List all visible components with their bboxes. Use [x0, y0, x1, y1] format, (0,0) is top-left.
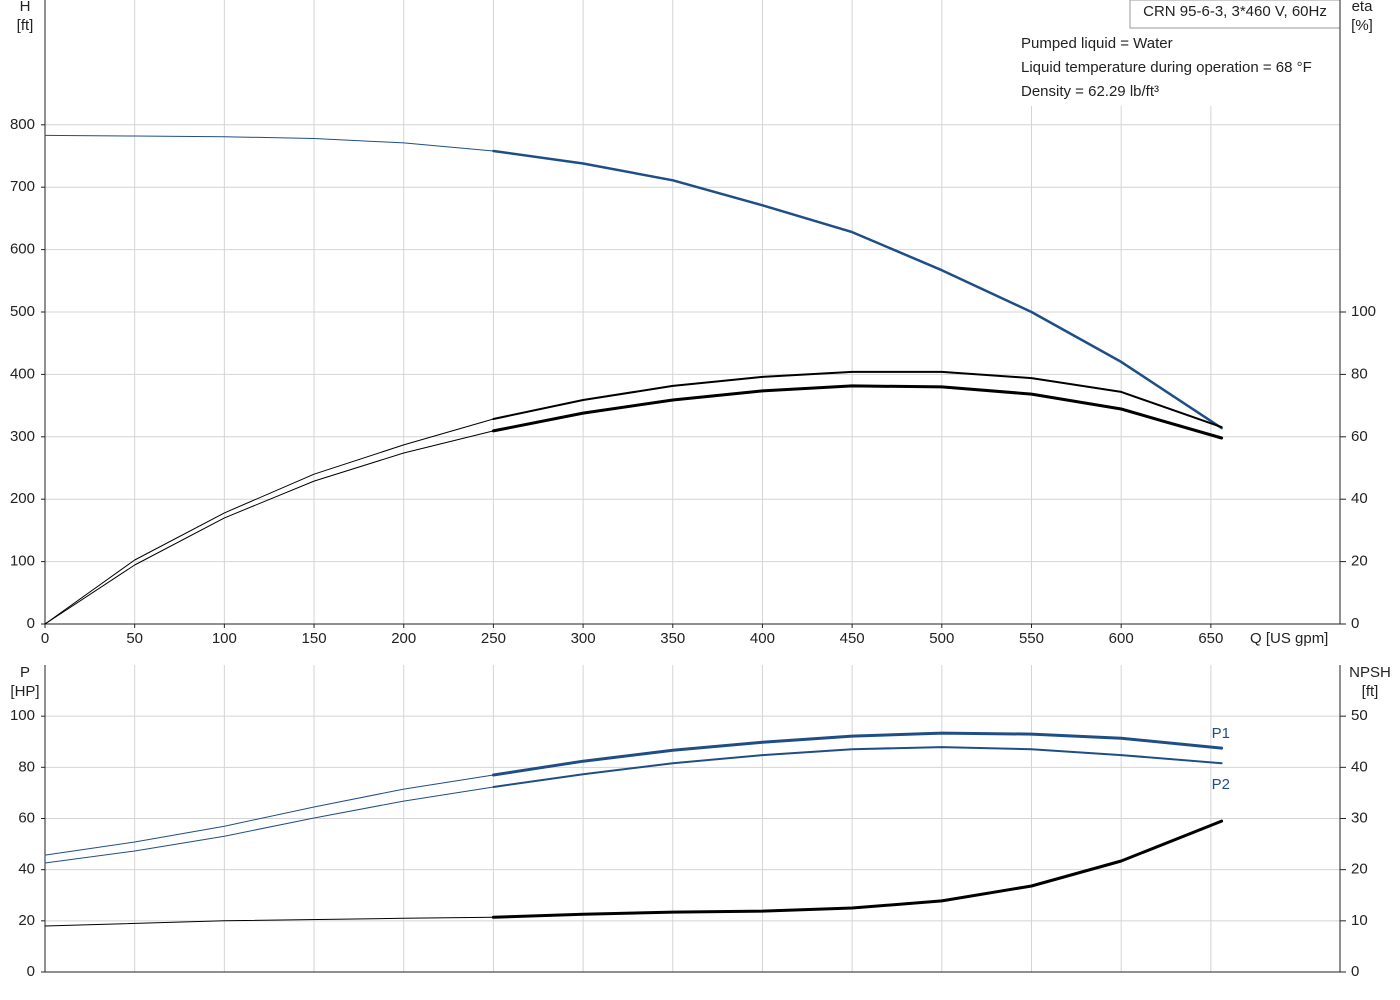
annotation: Pumped liquid = Water — [1021, 35, 1173, 52]
y-tick-label: 60 — [18, 809, 35, 826]
y2-tick-label: 0 — [1351, 615, 1359, 632]
x-tick-label: 150 — [302, 630, 327, 647]
y2-tick-label: 30 — [1351, 809, 1368, 826]
y2-tick-label: 100 — [1351, 303, 1376, 320]
x-tick-label: 400 — [750, 630, 775, 647]
curve — [44, 430, 494, 625]
x-tick-label: 500 — [929, 630, 954, 647]
y-tick-label: 80 — [18, 758, 35, 775]
curve — [492, 149, 1223, 430]
annotation: Liquid temperature during operation = 68… — [1021, 59, 1312, 76]
curve — [492, 746, 1223, 788]
x-axis-label: Q [US gpm] — [1250, 630, 1328, 647]
y-tick-label: 100 — [10, 707, 35, 724]
curve — [491, 731, 1224, 777]
y2-tick-label: 40 — [1351, 758, 1368, 775]
curve — [492, 370, 1223, 429]
y-tick-label: 40 — [18, 861, 35, 878]
y2-tick-label: 60 — [1351, 428, 1368, 445]
y-tick-label: 600 — [10, 241, 35, 258]
x-tick-label: 0 — [41, 630, 49, 647]
y2-axis-label: NPSH — [1349, 664, 1391, 681]
x-tick-label: 300 — [571, 630, 596, 647]
curve — [44, 786, 494, 864]
series-label: P1 — [1212, 725, 1230, 742]
y-axis-label: [HP] — [10, 683, 39, 700]
y-axis-label: H — [20, 0, 31, 15]
x-tick-label: 550 — [1019, 630, 1044, 647]
y2-tick-label: 80 — [1351, 365, 1368, 382]
x-tick-label: 100 — [212, 630, 237, 647]
y-tick-label: 700 — [10, 178, 35, 195]
curve — [491, 819, 1224, 919]
y2-axis-label: [%] — [1351, 17, 1373, 34]
chart-title: CRN 95-6-3, 3*460 V, 60Hz — [1143, 3, 1327, 20]
x-tick-label: 450 — [840, 630, 865, 647]
curve — [491, 384, 1224, 440]
y2-tick-label: 20 — [1351, 553, 1368, 570]
x-tick-label: 650 — [1198, 630, 1223, 647]
series-label: P2 — [1212, 776, 1230, 793]
curve — [44, 916, 494, 927]
y2-axis-label: eta — [1352, 0, 1374, 15]
y2-axis-label: [ft] — [1362, 683, 1379, 700]
y2-tick-label: 10 — [1351, 912, 1368, 929]
y-tick-label: 800 — [10, 116, 35, 133]
x-tick-label: 50 — [126, 630, 143, 647]
y-tick-label: 100 — [10, 553, 35, 570]
curve — [44, 774, 494, 856]
y-axis-label: P — [20, 664, 30, 681]
y-tick-label: 400 — [10, 365, 35, 382]
y2-tick-label: 50 — [1351, 707, 1368, 724]
curve — [44, 134, 494, 152]
curve — [44, 418, 494, 625]
x-tick-label: 250 — [481, 630, 506, 647]
y-tick-label: 300 — [10, 428, 35, 445]
y-tick-label: 0 — [27, 615, 35, 632]
y2-tick-label: 20 — [1351, 861, 1368, 878]
y-tick-label: 200 — [10, 490, 35, 507]
y-tick-label: 500 — [10, 303, 35, 320]
y2-tick-label: 0 — [1351, 963, 1359, 980]
x-tick-label: 200 — [391, 630, 416, 647]
x-tick-label: 350 — [660, 630, 685, 647]
y-tick-label: 20 — [18, 912, 35, 929]
x-tick-label: 600 — [1109, 630, 1134, 647]
y-tick-label: 0 — [27, 963, 35, 980]
y2-tick-label: 40 — [1351, 490, 1368, 507]
annotation: Density = 62.29 lb/ft³ — [1021, 83, 1159, 100]
y-axis-label: [ft] — [17, 17, 34, 34]
